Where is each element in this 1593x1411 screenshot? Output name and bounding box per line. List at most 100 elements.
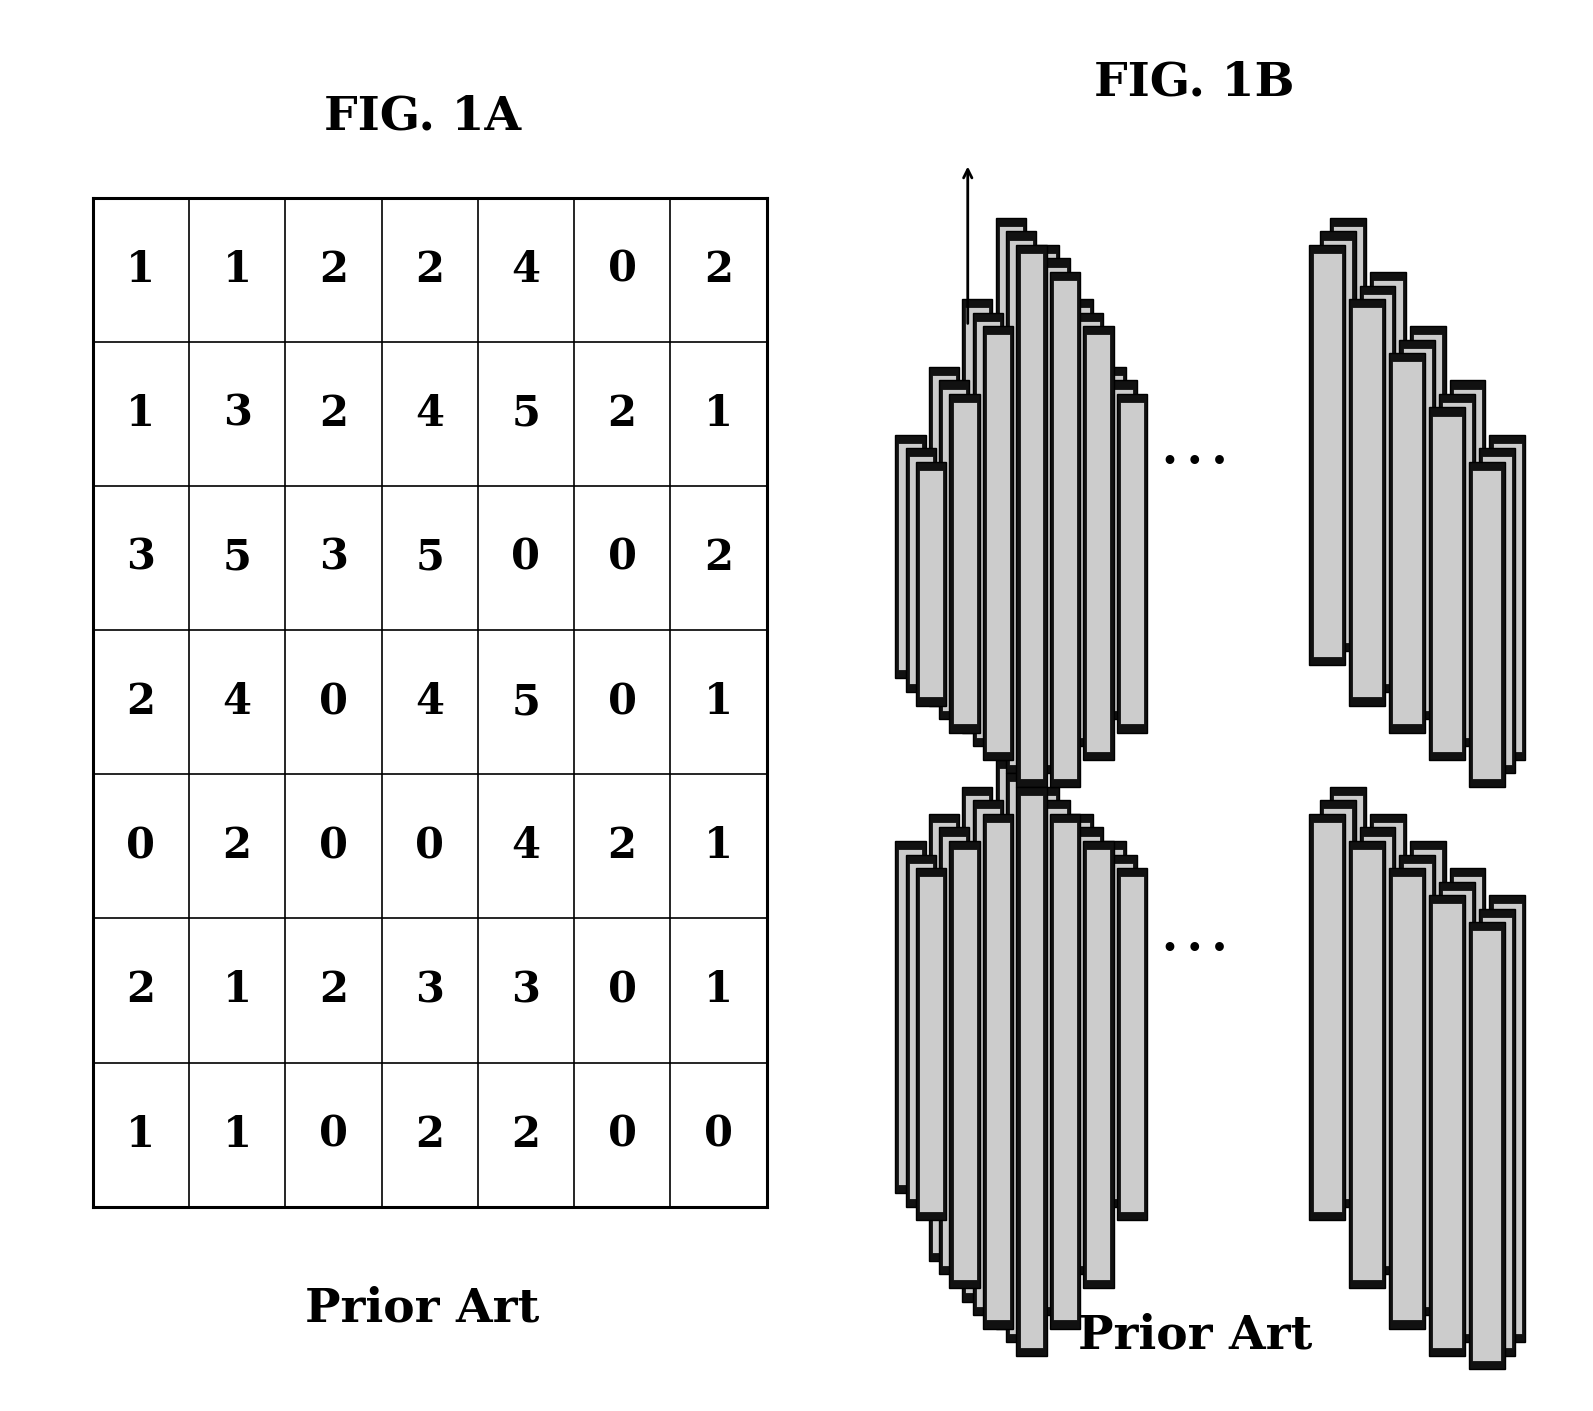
Bar [1322,240,1352,643]
Bar [1074,827,1102,1274]
Text: FIG. 1A: FIG. 1A [323,93,521,140]
Bar [916,461,946,706]
Text: 2: 2 [607,392,637,435]
Bar [953,402,977,724]
Bar [1360,285,1395,691]
Text: 1: 1 [223,248,252,291]
Bar [1453,876,1481,1321]
Bar [1099,849,1123,1185]
Bar [1117,394,1147,732]
Text: 2: 2 [704,538,733,579]
Bar [1481,456,1512,765]
Bar [1413,334,1443,697]
Text: Prior Art: Prior Art [304,1285,540,1332]
Bar [940,827,969,1274]
Bar [1043,267,1067,765]
Text: 0: 0 [126,825,156,868]
Text: 2: 2 [126,969,156,1012]
Bar [1010,240,1034,765]
Bar [1039,258,1070,773]
Bar [1321,231,1356,652]
Text: 2: 2 [126,682,156,722]
Text: 2: 2 [319,969,347,1012]
Bar [1074,313,1102,746]
Bar [1043,809,1067,1307]
Bar [932,823,956,1253]
Bar [1117,868,1147,1221]
Text: 2: 2 [607,825,637,868]
Bar [1493,903,1523,1333]
Bar [1469,923,1505,1369]
Bar [1313,253,1341,656]
Bar [1352,849,1383,1280]
Bar [1120,402,1144,724]
Bar [1429,408,1466,759]
Bar [1032,794,1056,1294]
Bar [1413,849,1443,1294]
Text: FIG. 1B: FIG. 1B [1094,59,1295,106]
Text: 2: 2 [416,248,444,291]
Bar [983,326,1013,759]
Bar [975,320,1000,738]
Text: 3: 3 [319,538,347,579]
Bar [943,835,965,1266]
Bar [1099,375,1123,697]
Text: 4: 4 [416,682,444,722]
Text: 0: 0 [607,1113,637,1156]
Text: 2: 2 [704,248,733,291]
Bar [1489,435,1526,759]
Bar [949,394,980,732]
Text: 0: 0 [704,1113,733,1156]
Text: 4: 4 [223,682,252,722]
Text: 1: 1 [704,682,733,722]
Bar [1109,388,1134,711]
Bar [1493,443,1523,752]
Bar [1469,461,1505,787]
Bar [932,375,956,697]
Bar [975,809,1000,1307]
Bar [1480,909,1515,1356]
Bar [1120,876,1144,1212]
Bar [1410,841,1446,1301]
Bar [996,217,1026,759]
Bar [953,849,977,1280]
Bar [905,855,937,1206]
Bar [1373,823,1403,1253]
Text: 0: 0 [511,538,540,579]
Bar [972,313,1004,746]
Bar [949,841,980,1288]
Text: 5: 5 [416,538,444,579]
Bar [1432,416,1462,752]
Bar [929,814,959,1261]
Text: 3: 3 [416,969,444,1012]
Bar [943,388,965,711]
Bar [1450,868,1486,1329]
Bar [965,308,989,724]
Text: • • •: • • • [1161,450,1228,474]
Bar [1007,773,1037,1342]
Bar [1443,890,1472,1333]
Bar [1039,800,1070,1315]
Bar [1066,308,1090,724]
Bar [962,787,992,1301]
Bar [1389,868,1426,1329]
Bar [1309,246,1344,665]
Text: 1: 1 [126,248,156,291]
Bar [1029,246,1059,759]
Text: 2: 2 [416,1113,444,1156]
Bar [1083,841,1114,1288]
Text: 1: 1 [704,392,733,435]
Bar [908,456,933,684]
Bar [1410,326,1446,706]
Bar [929,367,959,706]
Bar [1029,787,1059,1301]
Bar [940,381,969,720]
Text: 5: 5 [511,682,540,722]
Bar [1400,340,1435,720]
Text: 5: 5 [511,392,540,435]
Text: • • •: • • • [1161,937,1228,961]
Bar [1313,823,1341,1212]
Bar [1330,217,1367,638]
Bar [916,868,946,1221]
Bar [1333,226,1362,629]
